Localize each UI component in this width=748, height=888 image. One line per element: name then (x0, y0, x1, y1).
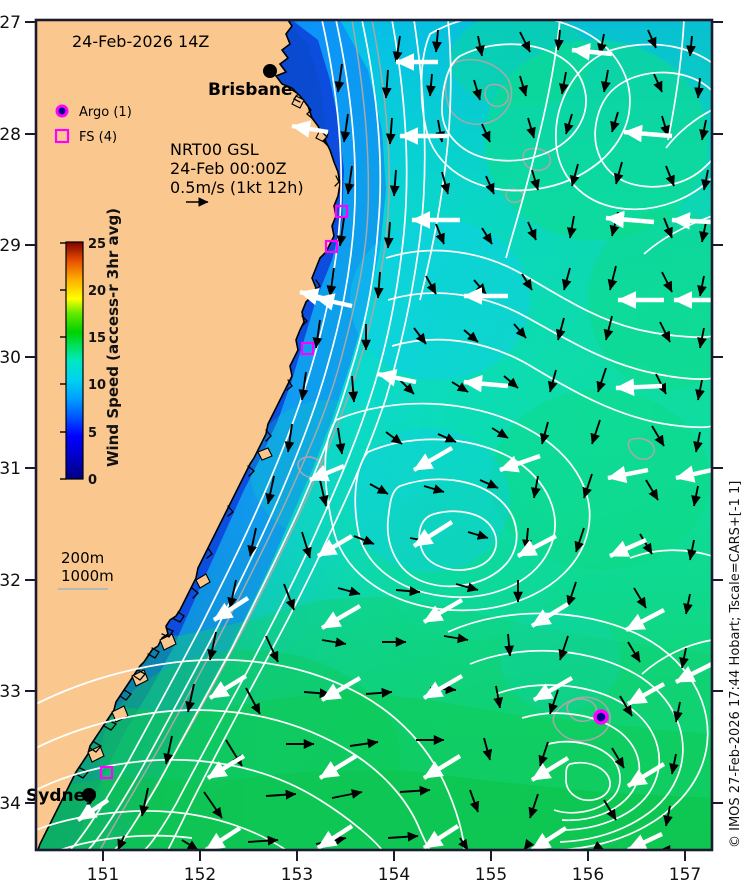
fs-marker[interactable] (324, 239, 339, 254)
colorbar: 0 5 10 15 20 25 Wind Speed (access-r 3hr… (60, 208, 122, 488)
colorbar-tick-1: 5 (88, 426, 97, 441)
depth-legend-line-2: 1000m (61, 567, 114, 585)
x-axis-ticks (102, 850, 686, 861)
argo-legend-icon (55, 104, 69, 118)
plot-frame (34, 18, 714, 852)
colorbar-ticks (60, 242, 66, 480)
city-label-sydney: Sydney (26, 786, 96, 806)
wind-arrows (76, 43, 712, 850)
annotation-line-1: NRT00 GSL (170, 140, 259, 159)
city-dot-sydney (82, 788, 96, 802)
x-tick-label: 157 (669, 865, 701, 885)
y-axis-labels: -27 -28 -29 -30 -31 -32 -33 -34 (0, 13, 21, 814)
colorbar-tick-0: 0 (88, 473, 97, 488)
colorbar-gradient (65, 241, 84, 480)
x-tick-label: 156 (572, 865, 604, 885)
y-tick-label: -31 (0, 459, 21, 479)
y-tick-label: -34 (0, 794, 21, 814)
colorbar-tick-2: 10 (88, 378, 106, 393)
offshore-wind-lows (350, 220, 620, 712)
x-tick-label: 153 (281, 865, 313, 885)
y-tick-label: -32 (0, 571, 21, 591)
city-dot-brisbane (263, 64, 277, 78)
fs-legend-icon (54, 128, 70, 144)
credits-text: © IMOS 27-Feb-2026 17:44 Hobart; Tscale=… (728, 481, 743, 848)
city-label-brisbane: Brisbane (208, 80, 293, 100)
fs-marker[interactable] (300, 341, 315, 356)
y-tick-label: -27 (0, 13, 21, 33)
annotation-line-2: 24-Feb 00:00Z (170, 159, 287, 178)
x-tick-label: 154 (378, 865, 410, 885)
y-tick-label: -28 (0, 125, 21, 145)
fs-markers[interactable] (99, 204, 349, 780)
x-tick-label: 152 (184, 865, 216, 885)
annotation-line-3: 0.5m/s (1kt 12h) (170, 178, 304, 197)
colorbar-title: Wind Speed (access-r 3hr avg) (104, 208, 122, 467)
colorbar-tick-4: 20 (88, 284, 106, 299)
colorbar-tick-3: 15 (88, 331, 106, 346)
y-tick-label: -33 (0, 682, 21, 702)
argo-legend-label: Argo (1) (79, 105, 132, 120)
fs-legend-label: FS (4) (79, 130, 117, 145)
depth-legend-line-1: 200m (61, 549, 104, 567)
x-tick-label: 155 (475, 865, 507, 885)
surface-current-arrows (117, 29, 711, 850)
station-legend: Argo (1) FS (4) (54, 104, 132, 145)
colorbar-tick-5: 25 (88, 237, 106, 252)
fs-marker[interactable] (334, 204, 349, 219)
y-axis-ticks (25, 21, 723, 804)
plot-area (36, 20, 712, 850)
y-tick-label: -30 (0, 348, 21, 368)
land-mass (36, 20, 341, 850)
x-tick-label: 151 (87, 865, 119, 885)
depth-legend: 200m 1000m (58, 549, 114, 590)
argo-markers[interactable] (593, 709, 609, 725)
vector-annotation: NRT00 GSL 24-Feb 00:00Z 0.5m/s (1kt 12h) (170, 140, 304, 207)
x-axis-labels: 151 152 153 154 155 156 157 (87, 865, 701, 885)
title-date: 24-Feb-2026 14Z (72, 32, 209, 51)
fs-marker[interactable] (99, 765, 114, 780)
argo-marker[interactable] (593, 709, 609, 725)
y-tick-label: -29 (0, 236, 21, 256)
